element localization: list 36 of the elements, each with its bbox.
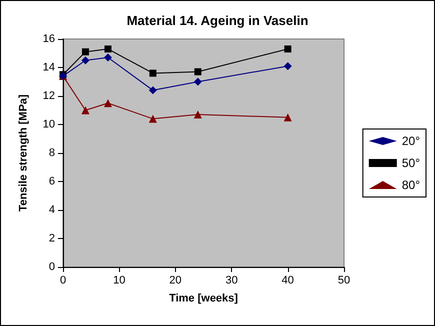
- x-axis-title: Time [weeks]: [169, 292, 238, 304]
- point: [284, 62, 292, 70]
- point: [149, 70, 156, 77]
- point: [81, 106, 90, 114]
- y-tick-label: 2: [48, 232, 55, 244]
- x-tick-label: 30: [225, 274, 238, 286]
- x-tick-label: 20: [169, 274, 182, 286]
- y-tick-label: 4: [48, 204, 55, 216]
- point: [104, 54, 112, 62]
- x-tick-label: 50: [338, 274, 350, 286]
- legend-label: 50°: [402, 156, 420, 170]
- point: [104, 45, 112, 52]
- x-tick-label: 0: [60, 274, 66, 286]
- point: [194, 68, 202, 76]
- y-tick-label: 12: [42, 90, 55, 102]
- x-tick-label: 40: [282, 274, 294, 286]
- point: [81, 56, 90, 64]
- point: [194, 78, 202, 86]
- point: [82, 48, 89, 56]
- y-axis-title: Tensile strength [MPa]: [18, 94, 30, 212]
- y-tick-label: 16: [42, 33, 55, 45]
- y-tick-label: 10: [42, 118, 55, 130]
- point: [284, 113, 292, 122]
- y-tick-label: 14: [42, 62, 55, 74]
- point: [104, 99, 112, 108]
- y-tick-label: 0: [48, 261, 55, 273]
- point: [148, 114, 157, 123]
- x-tick-label: 10: [113, 274, 126, 286]
- legend-label: 80°: [402, 178, 420, 192]
- legend-label: 20°: [402, 134, 420, 148]
- y-tick-label: 6: [48, 176, 55, 188]
- point: [148, 86, 157, 94]
- chart-title: Material 14. Ageing in Vaselin: [126, 13, 308, 28]
- y-tick-label: 8: [48, 147, 55, 159]
- point: [194, 110, 202, 119]
- point: [284, 45, 292, 52]
